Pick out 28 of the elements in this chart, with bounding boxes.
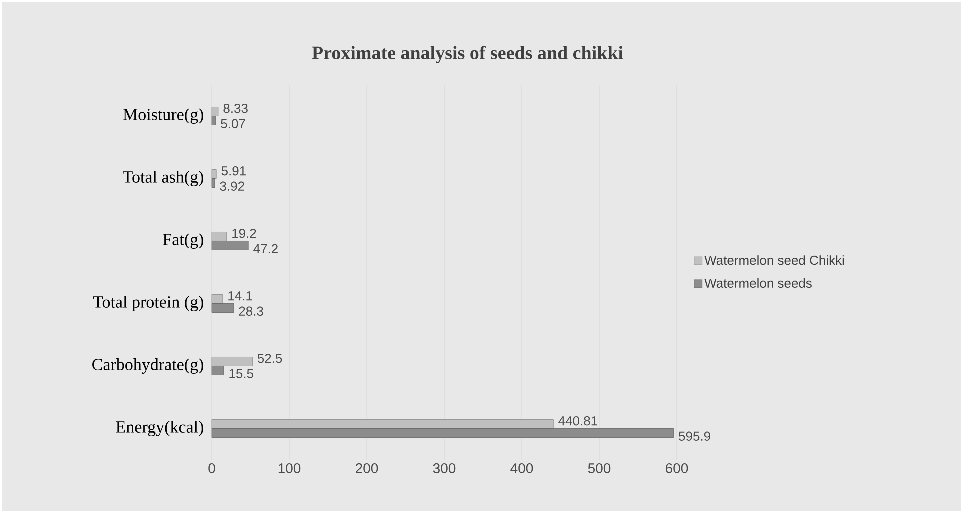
data-label: 19.2	[232, 228, 256, 238]
y-tick-label: Moisture(g)	[123, 108, 204, 124]
data-label: 15.5	[230, 369, 254, 378]
x-tick-label: 200	[356, 464, 378, 474]
y-tick-label: Total ash(g)	[123, 171, 204, 186]
x-tick-label: 400	[510, 464, 534, 474]
chart-title: Proximate analysis of seeds and chikki	[312, 46, 624, 64]
data-label: 5.91	[222, 166, 246, 176]
legend-label: Watermelon seeds	[704, 278, 812, 288]
data-label: 28.3	[239, 306, 264, 316]
data-label: 14.1	[228, 292, 252, 301]
y-tick-label: Carbohydrate(g)	[92, 358, 204, 374]
x-tick-label: 0	[208, 464, 216, 474]
x-tick-label: 600	[666, 464, 688, 474]
y-tick-label: Total protein (g)	[93, 296, 204, 312]
data-label: 595.9	[679, 432, 710, 441]
data-label: 8.33	[224, 104, 248, 114]
y-tick-label: Fat(g)	[163, 234, 204, 249]
x-tick-label: 300	[433, 464, 456, 474]
data-label: 47.2	[254, 244, 278, 254]
x-tick-label: 100	[278, 464, 301, 474]
legend-label: Watermelon seed Chikki	[704, 256, 844, 266]
data-label: 52.5	[258, 354, 282, 364]
data-label: 440.81	[558, 416, 598, 426]
y-tick-label: Energy(kcal)	[116, 421, 204, 436]
data-label: 5.07	[221, 119, 246, 128]
x-tick-label: 500	[588, 464, 611, 474]
data-label: 3.92	[220, 182, 244, 191]
